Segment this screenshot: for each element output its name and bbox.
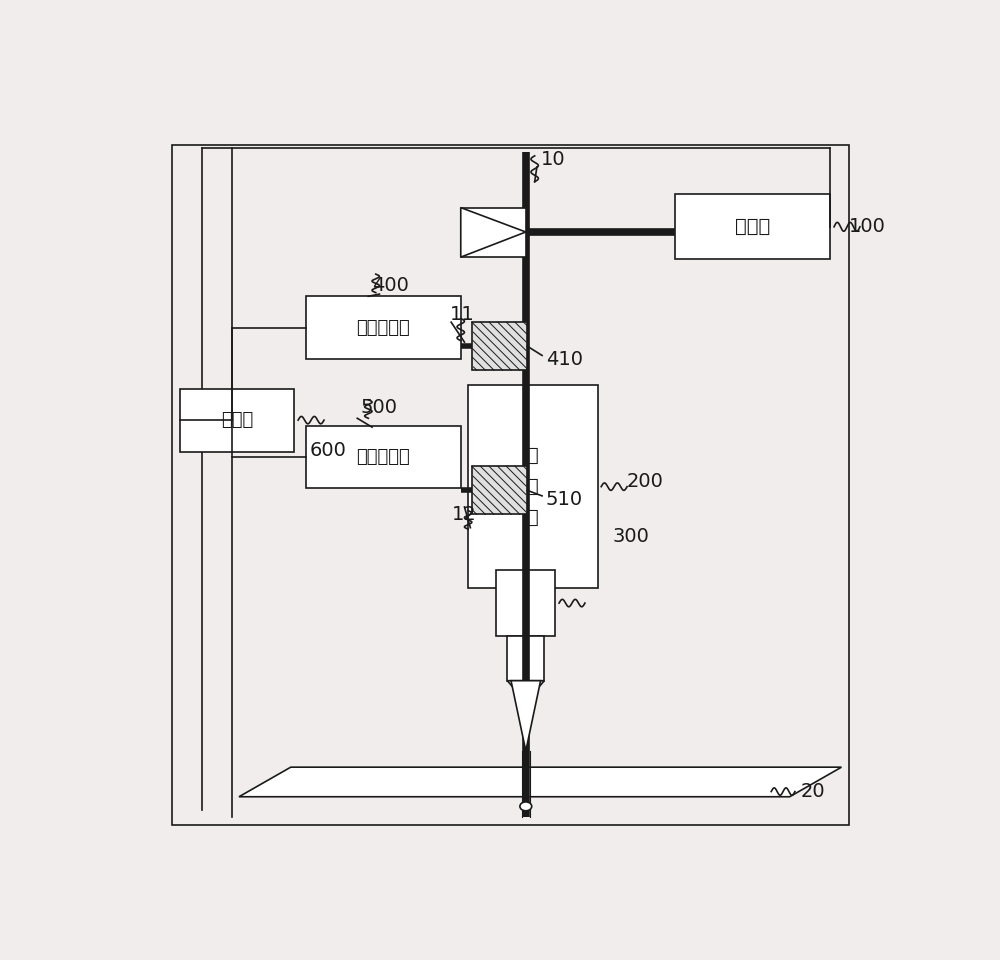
Text: 控制部: 控制部 xyxy=(221,411,253,429)
Text: 激光部: 激光部 xyxy=(735,217,770,236)
Bar xyxy=(461,207,526,257)
Polygon shape xyxy=(511,681,541,751)
Text: 400: 400 xyxy=(372,276,409,295)
Bar xyxy=(306,425,461,489)
Polygon shape xyxy=(239,767,841,797)
Text: 10: 10 xyxy=(541,150,565,169)
Text: 500: 500 xyxy=(361,397,398,417)
Text: 510: 510 xyxy=(546,491,583,509)
Bar xyxy=(306,297,461,359)
Text: 第二测定部: 第二测定部 xyxy=(356,448,410,467)
Text: 12: 12 xyxy=(452,505,477,524)
Bar xyxy=(472,467,527,515)
Text: 600: 600 xyxy=(309,442,346,460)
Text: 第一测定部: 第一测定部 xyxy=(356,319,410,337)
Text: 11: 11 xyxy=(450,305,474,324)
Polygon shape xyxy=(461,207,526,257)
Bar xyxy=(468,385,598,588)
Text: 200: 200 xyxy=(627,471,664,491)
Text: 光
学
部: 光 学 部 xyxy=(527,446,539,527)
Polygon shape xyxy=(507,681,544,695)
Bar xyxy=(180,389,294,451)
Text: 300: 300 xyxy=(612,527,649,546)
Text: 20: 20 xyxy=(801,782,825,801)
Bar xyxy=(472,323,527,371)
Text: 100: 100 xyxy=(849,217,886,236)
Bar xyxy=(496,570,555,636)
Text: 410: 410 xyxy=(546,349,583,369)
Bar xyxy=(675,194,830,259)
Ellipse shape xyxy=(520,802,532,811)
Bar xyxy=(507,636,544,681)
